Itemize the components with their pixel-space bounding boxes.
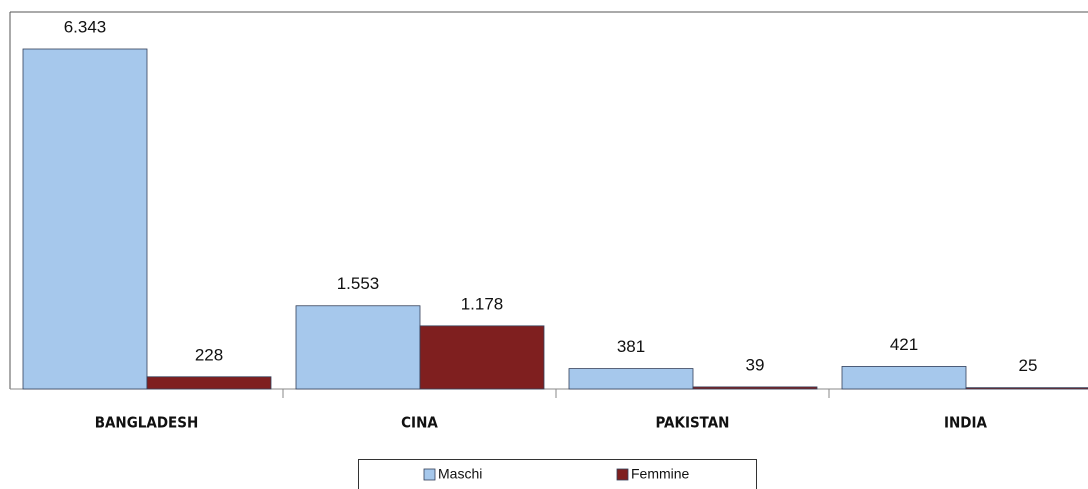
legend-swatch	[616, 468, 629, 481]
bar	[419, 325, 545, 390]
value-label: 1.553	[337, 274, 380, 293]
bar	[146, 376, 272, 390]
value-label: 25	[1019, 356, 1038, 375]
bar	[692, 386, 818, 390]
bar	[568, 368, 694, 390]
x-tick-label: PAKISTAN	[656, 414, 730, 432]
x-tick-label: CINA	[401, 414, 438, 432]
legend-swatch	[423, 468, 436, 481]
value-label: 228	[195, 345, 223, 364]
bar	[841, 366, 967, 390]
bar	[295, 305, 421, 390]
value-label: 381	[617, 337, 645, 356]
bar	[965, 387, 1088, 390]
value-label: 39	[746, 355, 765, 374]
bar	[22, 48, 148, 390]
value-label: 421	[890, 335, 918, 354]
legend-box	[358, 459, 757, 489]
x-tick-label: BANGLADESH	[95, 414, 199, 432]
legend-label: Femmine	[631, 466, 690, 482]
legend-label: Maschi	[438, 466, 482, 482]
x-tick-label: INDIA	[944, 414, 988, 432]
value-label: 1.178	[461, 294, 504, 313]
value-label: 6.343	[64, 17, 107, 36]
